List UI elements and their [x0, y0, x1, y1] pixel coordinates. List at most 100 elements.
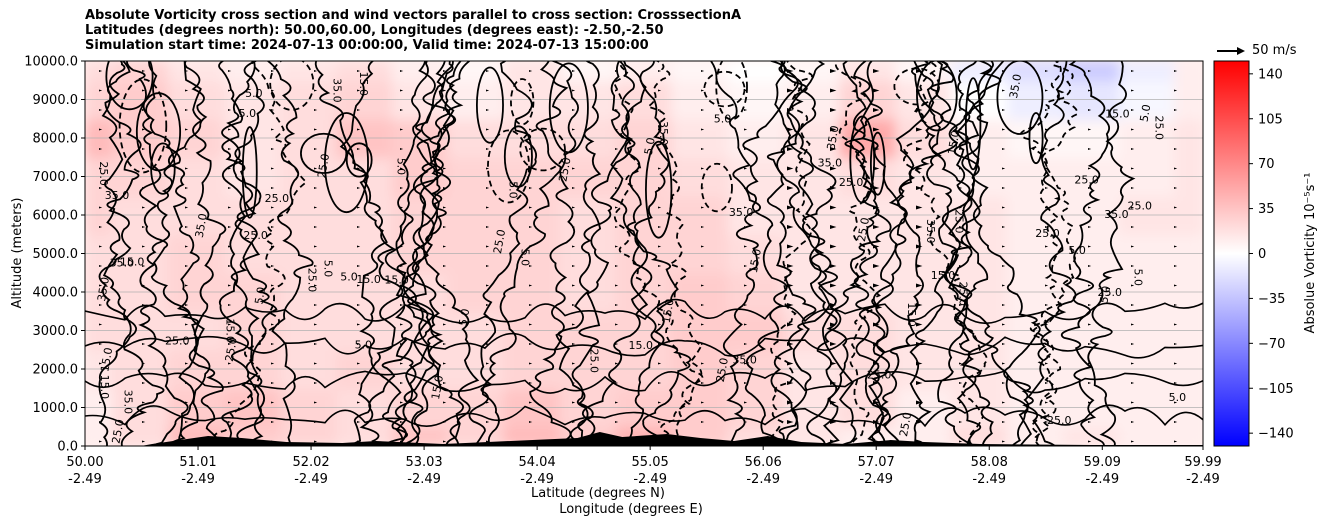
wind-vector [99, 245, 103, 248]
wind-vector [1045, 323, 1049, 326]
wind-vector [1174, 89, 1178, 92]
wind-vector [1088, 245, 1092, 248]
y-tick-label: 10000.0 [24, 55, 78, 70]
wind-vector [443, 265, 447, 267]
wind-vector [959, 109, 963, 111]
wind-vector [1174, 382, 1178, 384]
wind-vector [615, 245, 619, 248]
wind-vector [271, 70, 275, 72]
wind-vector [486, 245, 490, 248]
wind-vector [314, 167, 318, 170]
contour-label: 15.0 [98, 346, 115, 372]
wind-vector [400, 206, 404, 209]
contour-line [709, 61, 761, 446]
wind-vector [142, 167, 146, 170]
contour-line-negative [612, 61, 704, 446]
y-tick-label: 1000.0 [33, 401, 79, 416]
wind-vector [615, 284, 619, 287]
contour-label: 25.0 [839, 176, 864, 189]
contour-loop [893, 67, 941, 106]
wind-vector [1131, 109, 1135, 111]
heat-cell [1063, 61, 1122, 82]
wind-vector [701, 382, 705, 384]
wind-vector [142, 323, 146, 326]
colorbar-tick-label: −105 [1258, 382, 1294, 397]
contour-label: 25.0 [587, 349, 600, 374]
wind-vector [271, 362, 275, 365]
wind-vector [443, 89, 447, 92]
wind-vector [400, 89, 404, 92]
wind-vector [1088, 226, 1092, 228]
wind-vector [1045, 167, 1049, 170]
wind-vector [185, 206, 189, 209]
wind-vector [1002, 343, 1006, 345]
wind-vector [314, 226, 318, 228]
contour-label: 5.0 [1068, 244, 1086, 257]
wind-vector [572, 245, 576, 248]
contour-loop [645, 140, 673, 239]
contour-label: 5.0 [252, 286, 268, 305]
contour-line [167, 61, 211, 446]
contour-line-negative [1031, 61, 1079, 446]
wind-vector [1002, 362, 1006, 365]
wind-vector [529, 148, 533, 150]
contour-line [926, 61, 1029, 446]
wind-vector [99, 382, 103, 384]
heat-cell [727, 61, 786, 82]
wind-vector [787, 225, 794, 229]
contour-label: 5.0 [245, 87, 263, 100]
contour-label: 5.0 [714, 112, 732, 125]
wind-vector [744, 265, 748, 267]
heat-cell [335, 425, 394, 446]
wind-vector [228, 187, 232, 189]
contour-label: 25.0 [956, 281, 969, 306]
wind-vector [1045, 362, 1049, 365]
wind-vector [486, 187, 490, 189]
wind-vector [787, 244, 794, 249]
wind-vector [486, 70, 490, 72]
wind-vector [357, 109, 361, 111]
wind-vector [787, 69, 794, 73]
heat-cell [1119, 425, 1177, 446]
wind-vector [400, 401, 404, 404]
contour-label: 15.0 [660, 298, 677, 324]
wind-vector [1131, 187, 1135, 189]
wind-vector [658, 109, 662, 111]
wind-vector [185, 70, 189, 72]
contour-label: 35.0 [818, 157, 843, 170]
wind-vector [400, 148, 404, 150]
wind-vector [271, 89, 275, 92]
wind-vector [830, 439, 837, 444]
wind-vector [1131, 401, 1135, 404]
heat-cell [85, 61, 114, 82]
wind-vector [357, 401, 361, 404]
grid-lines [85, 61, 1203, 446]
contour-label: 25.0 [110, 418, 127, 444]
wind-vector [701, 421, 705, 423]
contour-line [98, 61, 142, 446]
title-line-3: Simulation start time: 2024-07-13 00:00:… [85, 38, 649, 53]
contour-line-negative [834, 61, 883, 446]
contour-label: 25.0 [1098, 286, 1123, 299]
colorbar-tick-label: 70 [1258, 157, 1275, 172]
wind-vector [1088, 70, 1092, 72]
contour-line [766, 61, 817, 446]
wind-vector [658, 70, 662, 72]
wind-vector [572, 323, 576, 326]
title-line-1: Absolute Vorticity cross section and win… [85, 8, 742, 23]
wind-vector [1002, 167, 1006, 170]
wind-vector [142, 128, 146, 131]
wind-vector [959, 187, 963, 189]
wind-vector [1045, 109, 1049, 111]
contour-line-negative [1019, 61, 1076, 446]
x-tick-label-lat: 57.07 [858, 455, 895, 470]
x-tick-label-lon: -2.49 [68, 472, 102, 487]
wind-vector [99, 226, 103, 228]
wind-vector [615, 148, 619, 150]
wind-vector [658, 245, 662, 248]
wind-vector [916, 244, 923, 249]
wind-vector [142, 401, 146, 404]
wind-vector [99, 401, 103, 404]
wind-vector [615, 128, 619, 131]
